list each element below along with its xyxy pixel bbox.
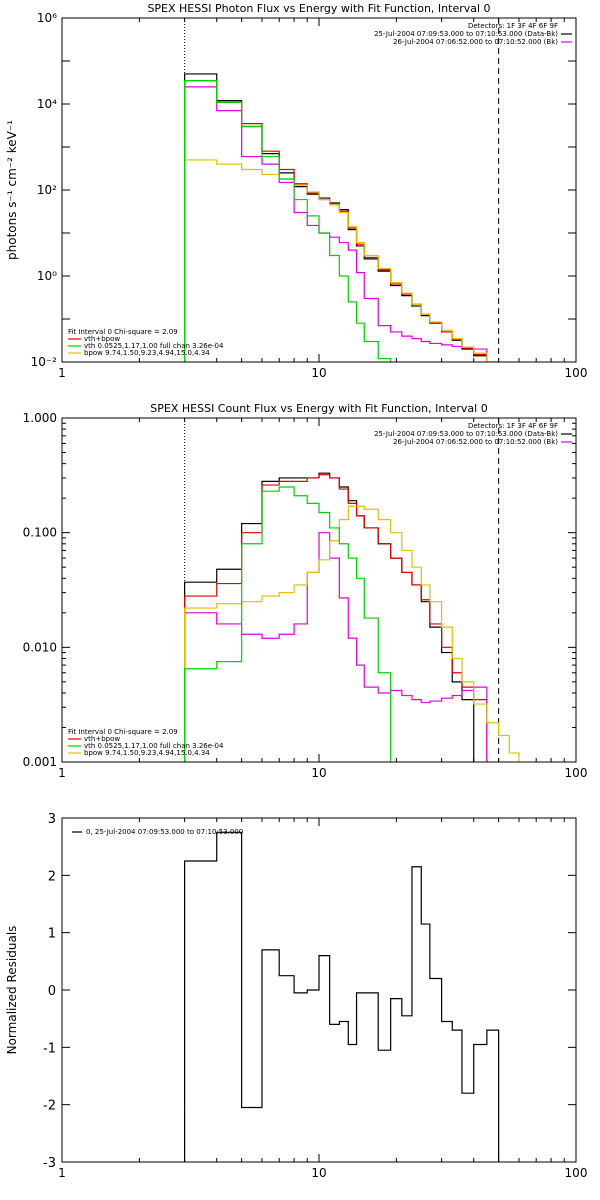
series-line-0	[184, 73, 488, 362]
plot-frame	[61, 17, 577, 363]
legend-entry: 26-Jul-2004 07:06:52.000 to 07:10:52.000…	[393, 438, 558, 446]
series-line-1	[184, 474, 488, 762]
legend-entry: Detectors: 1F 3F 4F 6F 9F	[468, 22, 558, 30]
x-tick-label: 10	[311, 766, 326, 780]
plot-area	[184, 831, 500, 1162]
legend-left: Fit Interval 0 Chi-square = 2.09vth+bpow…	[68, 728, 224, 757]
legend-entry: vth+bpow	[84, 735, 120, 743]
legend-entry: 25-Jul-2004 07:09:53.000 to 07:10:53.000…	[374, 430, 558, 438]
residuals-line	[184, 831, 500, 1162]
y-tick-label: -3	[43, 1156, 56, 1171]
y-ticks: 10⁻² 10⁰ 10² 10⁴ 10⁶	[31, 11, 576, 369]
x-tick-label: 100	[565, 1166, 588, 1180]
legend-entry: vth 0.0525,1.17,1.00 full chan 3.26e-04	[84, 742, 224, 750]
legend-entry: Fit Interval 0 Chi-square = 2.09	[68, 728, 178, 736]
legend-left: Fit Interval 0 Chi-square = 2.09vth+bpow…	[68, 328, 224, 357]
x-tick-label: 100	[565, 366, 588, 380]
y-tick-label: 0.001	[23, 755, 57, 769]
x-tick-label: 1	[58, 1166, 66, 1180]
y-ticks: 0.001 0.010 0.100 1.000	[23, 411, 576, 769]
series-line-4	[184, 532, 500, 762]
chart-title: SPEX HESSI Photon Flux vs Energy with Fi…	[147, 2, 490, 15]
series-line-3	[184, 505, 529, 762]
y-tick-label: 0	[48, 984, 56, 999]
x-ticks: 1 10 100	[58, 818, 587, 1180]
y-tick-label: 3	[48, 812, 56, 827]
y-tick-label: -1	[43, 1041, 56, 1056]
x-ticks: 1 10 100	[58, 18, 587, 380]
legend-entry: 25-Jul-2004 07:09:53.000 to 07:10:53.000…	[374, 30, 558, 38]
plot-area	[184, 18, 500, 362]
y-tick-label: 10⁻²	[31, 355, 58, 369]
legend-entry: Fit Interval 0 Chi-square = 2.09	[68, 328, 178, 336]
plot-area	[184, 418, 529, 762]
y-ticks: -3 -2 -1 0 1 2 3	[43, 812, 576, 1171]
y-tick-label: 10⁴	[37, 97, 57, 111]
legend: 0, 25-Jul-2004 07:09:53.000 to 07:10:53.…	[72, 828, 243, 836]
y-tick-label: 0.100	[23, 526, 57, 540]
x-tick-label: 1	[58, 766, 66, 780]
legend-entry: bpow 9.74,1.50,9.23,4.94,15.0,4.34	[84, 749, 210, 757]
x-tick-label: 10	[311, 366, 326, 380]
y-tick-label: 0.010	[23, 640, 57, 654]
y-axis-label: Normalized Residuals	[5, 926, 19, 1055]
x-ticks: 1 10 100	[58, 418, 587, 780]
series-line-4	[184, 86, 488, 362]
count-flux-panel: SPEX HESSI Count Flux vs Energy with Fit…	[23, 402, 588, 780]
series-line-2	[184, 486, 403, 762]
x-tick-label: 1	[58, 366, 66, 380]
series-line-2	[184, 80, 392, 362]
y-tick-label: 10²	[37, 183, 57, 197]
legend-entry: vth+bpow	[84, 335, 120, 343]
residuals-panel: Normalized Residuals 1 10 100 -3 -2 -1 0 1 2 3 0, 2…	[5, 812, 587, 1180]
legend-entry: 26-Jul-2004 07:06:52.000 to 07:10:52.000…	[393, 38, 558, 46]
y-axis-label: photons s⁻¹ cm⁻² keV⁻¹	[5, 120, 19, 260]
legend-entry: Detectors: 1F 3F 4F 6F 9F	[468, 422, 558, 430]
legend-entry: 0, 25-Jul-2004 07:09:53.000 to 07:10:53.…	[86, 828, 243, 836]
y-tick-label: 1.000	[23, 411, 57, 425]
legend-entry: bpow 9.74,1.50,9.23,4.94,15.0,4.34	[84, 349, 210, 357]
legend-entry: vth 0.0525,1.17,1.00 full chan 3.26e-04	[84, 342, 224, 350]
series-line-1	[184, 80, 488, 362]
plot-frame	[61, 417, 577, 763]
photon-flux-panel: SPEX HESSI Photon Flux vs Energy with Fi…	[5, 2, 587, 380]
y-tick-label: 10⁰	[37, 269, 57, 283]
y-tick-label: 10⁶	[37, 11, 57, 25]
plot-frame	[61, 817, 577, 1163]
y-tick-label: 2	[48, 869, 56, 884]
x-tick-label: 10	[311, 1166, 326, 1180]
x-tick-label: 100	[565, 766, 588, 780]
y-tick-label: 1	[48, 927, 56, 942]
y-tick-label: -2	[43, 1099, 56, 1114]
chart-title: SPEX HESSI Count Flux vs Energy with Fit…	[150, 402, 487, 415]
